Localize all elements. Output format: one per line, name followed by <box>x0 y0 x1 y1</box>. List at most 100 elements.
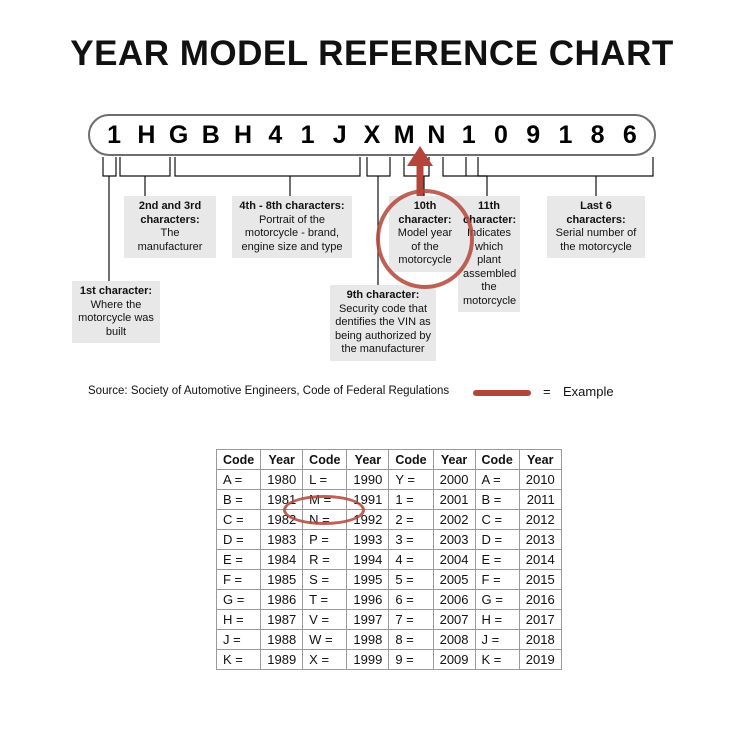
cell-year-4-7: 2014 <box>518 549 562 570</box>
cell-code-8-4: 8 = <box>388 629 434 650</box>
legend-example-swatch <box>473 390 531 396</box>
cell-year-2-5: 2002 <box>432 509 476 530</box>
cell-year-5-3: 1995 <box>346 569 390 590</box>
vin-char-1: 1 <box>107 120 122 149</box>
cell-code-8-6: J = <box>474 629 520 650</box>
cell-year-8-7: 2018 <box>518 629 562 650</box>
column-header-code-1: Code <box>215 449 262 470</box>
cell-year-5-1: 1985 <box>260 569 304 590</box>
cell-code-7-2: V = <box>302 609 348 630</box>
cell-year-4-5: 2004 <box>432 549 476 570</box>
cell-code-1-4: 1 = <box>388 489 434 510</box>
legend-equals-sign: = <box>543 384 551 399</box>
cell-code-0-4: Y = <box>388 469 434 490</box>
table-row: F = 1985 S = 1995 5 = 2005 F = 2015 <box>215 569 562 590</box>
cell-code-1-6: B = <box>474 489 520 510</box>
cell-code-5-0: F = <box>215 569 262 590</box>
table-row: K = 1989 X = 1999 9 = 2009 K = 2019 <box>215 649 562 670</box>
cell-year-4-1: 1984 <box>260 549 304 570</box>
cell-year-7-7: 2017 <box>518 609 562 630</box>
vin-char-5: H <box>234 120 253 149</box>
cell-code-8-0: J = <box>215 629 262 650</box>
callout-last-6-characters: Last 6 characters: Serial number of the m… <box>547 196 645 258</box>
column-header-year-1: Year <box>260 449 304 470</box>
cell-year-6-5: 2006 <box>432 589 476 610</box>
cell-code-3-4: 3 = <box>388 529 434 550</box>
cell-year-0-5: 2000 <box>432 469 476 490</box>
highlight-circle-table-1991 <box>283 495 365 525</box>
source-note: Source: Society of Automotive Engineers,… <box>88 385 450 397</box>
column-header-year-3: Year <box>432 449 476 470</box>
cell-code-3-6: D = <box>474 529 520 550</box>
cell-year-0-1: 1980 <box>260 469 304 490</box>
cell-year-9-3: 1999 <box>346 649 390 670</box>
cell-code-6-0: G = <box>215 589 262 610</box>
cell-year-6-1: 1986 <box>260 589 304 610</box>
cell-year-0-3: 1990 <box>346 469 390 490</box>
vin-char-8: J <box>332 120 347 149</box>
cell-code-0-6: A = <box>474 469 520 490</box>
table-row: H = 1987 V = 1997 7 = 2007 H = 2017 <box>215 609 562 630</box>
cell-year-3-3: 1993 <box>346 529 390 550</box>
cell-code-2-0: C = <box>215 509 262 530</box>
cell-code-3-0: D = <box>215 529 262 550</box>
cell-code-6-6: G = <box>474 589 520 610</box>
callout-9th-character-text: 9th character: Security code that dentifi… <box>335 289 432 355</box>
callout-4th-8th-characters-text: 4th - 8th characters: Portrait of the mot… <box>239 200 345 253</box>
cell-year-8-1: 1988 <box>260 629 304 650</box>
cell-year-7-5: 2007 <box>432 609 476 630</box>
table-row: J = 1988 W = 1998 8 = 2008 J = 2018 <box>215 629 562 650</box>
table-row: B = 1981 M = 1991 1 = 2001 B = 2011 <box>215 489 562 510</box>
cell-year-9-7: 2019 <box>518 649 562 670</box>
callout-2nd-3rd-characters: 2nd and 3rd characters: The manufacturer <box>124 196 216 258</box>
year-code-table: Code Year Code Year Code Year Code Year … <box>215 449 562 670</box>
table-row: D = 1983 P = 1993 3 = 2003 D = 2013 <box>215 529 562 550</box>
cell-year-5-5: 2005 <box>432 569 476 590</box>
cell-year-4-3: 1994 <box>346 549 390 570</box>
cell-year-3-5: 2003 <box>432 529 476 550</box>
cell-code-7-4: 7 = <box>388 609 434 630</box>
cell-code-7-0: H = <box>215 609 262 630</box>
vin-char-14: 9 <box>526 120 541 149</box>
highlight-circle-10th-character <box>376 189 474 289</box>
cell-year-8-3: 1998 <box>346 629 390 650</box>
vin-char-6: 4 <box>268 120 283 149</box>
cell-year-5-7: 2015 <box>518 569 562 590</box>
cell-code-5-2: S = <box>302 569 348 590</box>
cell-year-9-1: 1989 <box>260 649 304 670</box>
legend-example-label: Example <box>563 384 614 399</box>
cell-code-1-0: B = <box>215 489 262 510</box>
table-header-row: Code Year Code Year Code Year Code Year <box>215 449 562 470</box>
column-header-year-4: Year <box>518 449 562 470</box>
vin-char-17: 6 <box>622 120 637 149</box>
vin-capsule-border <box>88 114 656 156</box>
vin-char-9: X <box>363 120 381 149</box>
cell-year-2-7: 2012 <box>518 509 562 530</box>
vin-char-7: 1 <box>300 120 315 149</box>
cell-code-8-2: W = <box>302 629 348 650</box>
cell-code-4-2: R = <box>302 549 348 570</box>
callout-1st-character-text: 1st character: Where the motorcycle was b… <box>78 285 154 338</box>
column-header-code-3: Code <box>388 449 434 470</box>
cell-code-4-0: E = <box>215 549 262 570</box>
vin-character-row: 1 H G B H 4 1 J X M N 1 0 9 1 8 6 <box>88 114 656 156</box>
cell-year-6-7: 2016 <box>518 589 562 610</box>
cell-year-7-3: 1997 <box>346 609 390 630</box>
cell-code-0-0: A = <box>215 469 262 490</box>
callout-4th-8th-characters: 4th - 8th characters: Portrait of the mot… <box>232 196 352 258</box>
table-row: A = 1980 L = 1990 Y = 2000 A = 2010 <box>215 469 562 490</box>
cell-code-9-0: K = <box>215 649 262 670</box>
cell-code-3-2: P = <box>302 529 348 550</box>
column-header-code-2: Code <box>302 449 348 470</box>
vin-char-11: N <box>427 120 446 149</box>
callout-9th-character: 9th character: Security code that dentifi… <box>330 285 436 361</box>
table-row: G = 1986 T = 1996 6 = 2006 G = 2016 <box>215 589 562 610</box>
cell-code-9-2: X = <box>302 649 348 670</box>
cell-code-9-4: 9 = <box>388 649 434 670</box>
cell-code-5-4: 5 = <box>388 569 434 590</box>
cell-code-5-6: F = <box>474 569 520 590</box>
vin-char-4: B <box>201 120 220 149</box>
table-row: E = 1984 R = 1994 4 = 2004 E = 2014 <box>215 549 562 570</box>
vin-char-12: 1 <box>461 120 476 149</box>
table-row: C = 1982 N = 1992 2 = 2002 C = 2012 <box>215 509 562 530</box>
